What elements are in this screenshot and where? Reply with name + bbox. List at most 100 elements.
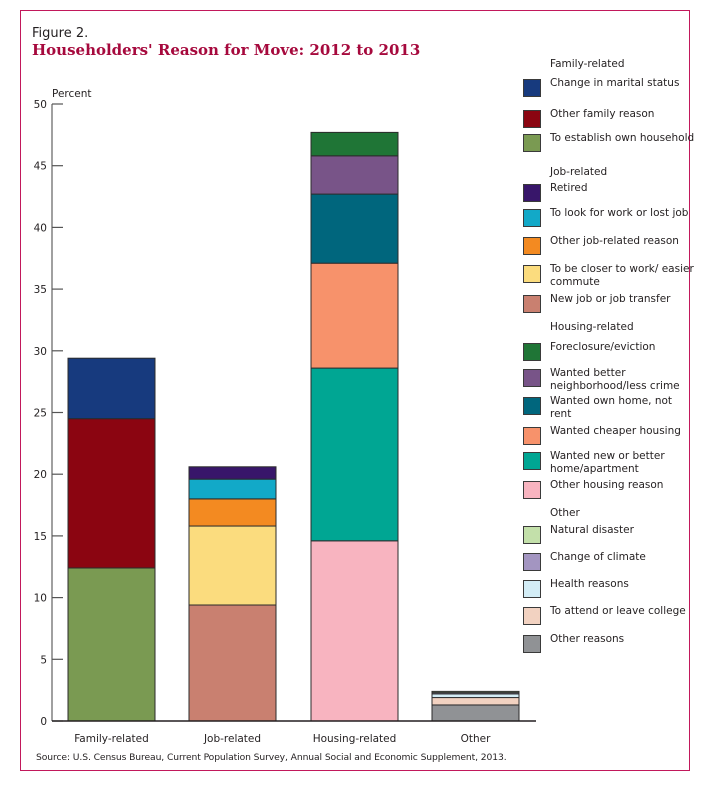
- legend-group-heading: Family-related: [550, 58, 625, 70]
- bar-segment: [310, 131, 399, 157]
- legend-item: Wanted better neighborhood/less crime: [523, 367, 693, 393]
- legend-swatch: [523, 553, 541, 571]
- legend-swatch: [523, 134, 541, 152]
- y-tick-label: 5: [40, 654, 47, 666]
- y-tick-label: 25: [34, 408, 47, 420]
- legend-swatch: [523, 295, 541, 313]
- legend-label: Natural disaster: [550, 524, 634, 536]
- legend-label: Health reasons: [550, 578, 629, 590]
- x-tick-label: Housing-related: [313, 733, 397, 745]
- legend-swatch: [523, 607, 541, 625]
- source-note: Source: U.S. Census Bureau, Current Popu…: [36, 752, 507, 763]
- legend-label: To look for work or lost job: [550, 207, 689, 219]
- y-tick-label: 45: [34, 161, 47, 173]
- bar-segment: [431, 697, 520, 706]
- bar-segment: [310, 540, 399, 722]
- bar-segment: [188, 604, 277, 722]
- legend-item: To look for work or lost job: [523, 207, 693, 233]
- x-tick-label: Job-related: [203, 733, 261, 745]
- y-tick-label: 40: [34, 222, 47, 234]
- y-tick-label: 30: [34, 346, 47, 358]
- legend-swatch: [523, 237, 541, 255]
- y-tick-label: 10: [34, 593, 47, 605]
- bar-segment: [67, 418, 156, 569]
- legend-swatch: [523, 79, 541, 97]
- legend-label: Wanted new or better home/apartment: [550, 450, 665, 475]
- legend-label: Foreclosure/eviction: [550, 341, 656, 353]
- legend-label: Wanted cheaper housing: [550, 425, 681, 437]
- y-tick-label: 35: [34, 284, 47, 296]
- legend-item: Other family reason: [523, 108, 693, 134]
- y-axis: Percent 0 5 10 15 20 25 30 35 40 45 50: [34, 88, 92, 728]
- legend-item: Wanted own home, not rent: [523, 395, 693, 421]
- legend-item: Wanted new or better home/apartment: [523, 450, 693, 476]
- bar-segment: [310, 155, 399, 195]
- legend-label: Other reasons: [550, 633, 625, 645]
- legend-item: Change of climate: [523, 551, 693, 577]
- legend-swatch: [523, 184, 541, 202]
- chart-title: Householders' Reason for Move: 2012 to 2…: [32, 41, 421, 59]
- bar-segment: [310, 193, 399, 264]
- bar-segment: [431, 690, 520, 694]
- legend-swatch: [523, 397, 541, 415]
- bar-stack-job-related: [188, 466, 277, 722]
- legend-swatch: [523, 265, 541, 283]
- y-axis-label: Percent: [52, 88, 92, 100]
- legend-swatch: [523, 343, 541, 361]
- legend-item: Wanted cheaper housing: [523, 425, 693, 451]
- legend-label: To attend or leave college: [550, 605, 686, 617]
- y-tick-label: 15: [34, 531, 47, 543]
- legend-item: Natural disaster: [523, 524, 693, 550]
- legend-label: New job or job transfer: [550, 293, 671, 305]
- legend-group-heading: Job-related: [550, 166, 608, 178]
- legend-label: Wanted own home, not rent: [550, 395, 673, 420]
- bar-segment: [310, 367, 399, 542]
- legend-swatch: [523, 481, 541, 499]
- y-tick-label: 20: [34, 469, 47, 481]
- legend-swatch: [523, 209, 541, 227]
- legend-item: Other housing reason: [523, 479, 693, 505]
- figure-frame: [20, 10, 690, 771]
- bar-stack-housing-related: [310, 131, 399, 722]
- bar-segment: [431, 693, 520, 699]
- legend-group-heading: Other: [550, 507, 580, 519]
- bar-segment: [67, 567, 156, 722]
- y-tick-label: 50: [34, 99, 47, 111]
- legend-item: To be closer to work/ easier commute: [523, 263, 694, 289]
- legend-label: Other housing reason: [550, 479, 664, 491]
- legend-label: Change in marital status: [550, 77, 680, 89]
- legend-label: Wanted better neighborhood/less crime: [550, 367, 680, 392]
- legend-swatch: [523, 369, 541, 387]
- x-tick-label: Other: [461, 733, 491, 745]
- legend-label: Other family reason: [550, 108, 655, 120]
- bar-stack-other: [431, 690, 520, 722]
- legend-swatch: [523, 110, 541, 128]
- bars: [67, 131, 520, 722]
- bar-segment: [188, 525, 277, 606]
- legend-item: Other reasons: [523, 633, 693, 659]
- bar-segment: [188, 498, 277, 527]
- legend-label: Retired: [550, 182, 588, 194]
- bar-segment: [188, 466, 277, 480]
- legend-swatch: [523, 427, 541, 445]
- bar-segment: [431, 704, 520, 722]
- legend-swatch: [523, 452, 541, 470]
- legend-item: Retired: [523, 182, 693, 208]
- legend-item: To attend or leave college: [523, 605, 693, 631]
- legend-swatch: [523, 526, 541, 544]
- legend-item: To establish own household: [523, 132, 695, 158]
- bar-stack-family-related: [67, 357, 156, 722]
- legend-label: To be closer to work/ easier commute: [550, 263, 694, 288]
- figure-label: Figure 2.: [32, 26, 89, 41]
- legend-label: To establish own household: [550, 132, 695, 144]
- bar-segment: [67, 357, 156, 420]
- x-axis: Family-related Job-related Housing-related…: [52, 720, 536, 745]
- legend-swatch: [523, 580, 541, 598]
- legend-label: Other job-related reason: [550, 235, 679, 247]
- legend-item: Other job-related reason: [523, 235, 693, 261]
- legend-group-heading: Housing-related: [550, 321, 634, 333]
- x-tick-label: Family-related: [74, 733, 149, 745]
- legend-item: Foreclosure/eviction: [523, 341, 693, 367]
- legend-item: Health reasons: [523, 578, 693, 604]
